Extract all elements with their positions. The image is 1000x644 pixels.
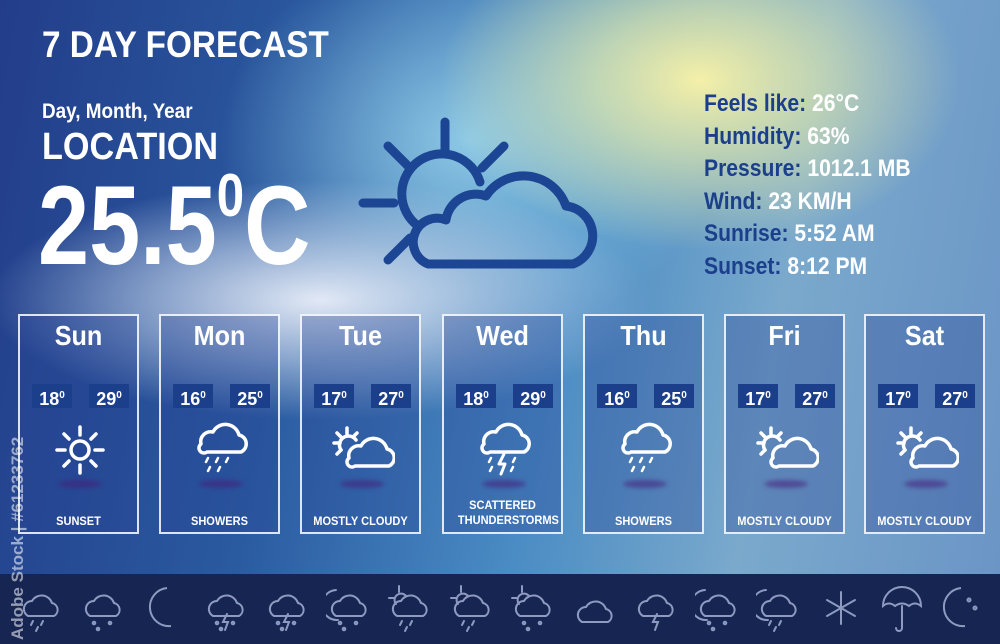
day-card-sun[interactable]: Sun 180 290 SUNSET xyxy=(18,314,139,534)
day-card-wed[interactable]: Wed 180 290 SCATTERED THUNDERSTORMS xyxy=(442,314,563,534)
low-temp: 170 xyxy=(314,384,354,409)
icon-strip xyxy=(0,574,1000,644)
condition-label: MOSTLY CLOUDY xyxy=(737,514,832,528)
day-name: Mon xyxy=(193,320,246,351)
partly-cloudy-icon xyxy=(358,117,598,269)
sun-rain-icon xyxy=(388,585,428,632)
detail-row: Sunset: 8:12 PM xyxy=(704,251,911,284)
detail-row: Feels like: 26°C xyxy=(704,88,911,121)
detail-label: Feels like: xyxy=(704,90,807,117)
thunder-cloud-icon xyxy=(637,594,674,631)
condition-label: SUNSET xyxy=(56,514,101,528)
high-temp: 250 xyxy=(230,384,270,409)
low-temp: 160 xyxy=(173,384,213,409)
condition-label: SHOWERS xyxy=(190,514,249,528)
degree-symbol: 0 xyxy=(216,162,245,229)
condition-label: MOSTLY CLOUDY xyxy=(313,514,408,528)
high-temp: 270 xyxy=(935,384,975,409)
detail-value: 23 KM/H xyxy=(768,187,852,215)
high-temp: 270 xyxy=(795,384,835,409)
sun-drizzle-icon xyxy=(449,585,490,632)
low-temp: 180 xyxy=(32,384,72,409)
detail-label: Sunset: xyxy=(704,252,782,280)
thunder-snow-icon xyxy=(207,594,244,632)
rain-cloud-icon xyxy=(612,422,678,485)
night-sleet-icon xyxy=(325,589,367,632)
icon-shadow xyxy=(199,480,243,488)
detail-value: 26°C xyxy=(812,90,860,117)
day-name: Sun xyxy=(54,320,103,351)
condition-label: MOSTLY CLOUDY xyxy=(877,514,972,528)
low-temp: 160 xyxy=(597,384,637,409)
low-temp: 180 xyxy=(456,384,496,409)
detail-row: Wind: 23 KM/H xyxy=(704,186,911,219)
condition-label: SCATTERED THUNDERSTORMS xyxy=(457,498,559,527)
sun-snow-icon xyxy=(511,585,551,632)
low-temp: 170 xyxy=(878,384,918,409)
day-name: Fri xyxy=(768,320,801,351)
snowflake-icon xyxy=(825,591,856,625)
day-name: Wed xyxy=(476,320,529,351)
day-name: Thu xyxy=(620,320,667,351)
sun-icon xyxy=(47,422,113,485)
location-label: LOCATION xyxy=(42,126,219,168)
high-temp: 290 xyxy=(89,384,129,409)
detail-label: Wind: xyxy=(704,187,763,215)
icon-shadow xyxy=(904,480,948,488)
detail-value: 63% xyxy=(807,122,850,150)
detail-value: 8:12 PM xyxy=(787,252,868,280)
day-card-tue[interactable]: Tue 170 270 MOSTLY CLOUDY xyxy=(300,314,421,534)
day-card-sat[interactable]: Sat 170 270 MOSTLY CLOUDY xyxy=(864,314,985,534)
thunderstorm-icon xyxy=(471,422,537,485)
detail-label: Sunrise: xyxy=(704,220,789,247)
page-title: 7 DAY FORECAST xyxy=(42,24,329,65)
partly-cloudy-icon xyxy=(329,422,396,485)
day-card-mon[interactable]: Mon 160 250 SHOWERS xyxy=(159,314,280,534)
detail-value: 1012.1 MB xyxy=(807,155,911,182)
low-temp: 170 xyxy=(738,384,778,409)
detail-value: 5:52 AM xyxy=(794,220,875,247)
detail-label: Humidity: xyxy=(704,122,802,150)
temperature-value: 25.5 xyxy=(38,163,217,288)
icon-shadow xyxy=(482,480,526,488)
icon-shadow xyxy=(340,480,384,488)
snow-cloud-icon xyxy=(84,594,121,632)
thunder-snow-icon xyxy=(268,594,305,632)
partly-cloudy-icon xyxy=(893,422,960,485)
condition-label: SHOWERS xyxy=(614,514,673,528)
current-temperature: 25.50C xyxy=(38,166,310,282)
icon-shadow xyxy=(58,480,102,488)
rain-cloud-icon xyxy=(22,594,59,632)
high-temp: 290 xyxy=(513,384,553,409)
detail-row: Humidity: 63% xyxy=(704,121,911,154)
rain-cloud-icon xyxy=(188,422,254,485)
cloud-icon xyxy=(576,600,613,623)
night-rain-icon xyxy=(756,589,797,632)
umbrella-icon xyxy=(881,586,923,632)
high-temp: 270 xyxy=(371,384,411,409)
day-card-thu[interactable]: Thu 160 250 SHOWERS xyxy=(583,314,704,534)
icon-shadow xyxy=(623,480,667,488)
moon-icon xyxy=(148,587,172,628)
detail-label: Pressure: xyxy=(704,155,802,182)
weather-details: Feels like: 26°C Humidity: 63% Pressure: 1… xyxy=(704,88,911,283)
high-temp: 250 xyxy=(654,384,694,409)
watermark: Adobe Stock | #61233762 xyxy=(8,436,27,640)
night-snow-icon xyxy=(694,589,736,632)
detail-row: Pressure: 1012.1 MB xyxy=(704,153,911,186)
icon-shadow xyxy=(764,480,808,488)
partly-cloudy-icon xyxy=(753,422,820,485)
day-card-fri[interactable]: Fri 170 270 MOSTLY CLOUDY xyxy=(724,314,845,534)
date-label: Day, Month, Year xyxy=(42,100,193,123)
detail-row: Sunrise: 5:52 AM xyxy=(704,218,911,251)
day-name: Tue xyxy=(339,320,382,351)
moon-stars-icon xyxy=(942,587,977,628)
day-name: Sat xyxy=(904,320,945,351)
temperature-unit: C xyxy=(244,163,311,288)
